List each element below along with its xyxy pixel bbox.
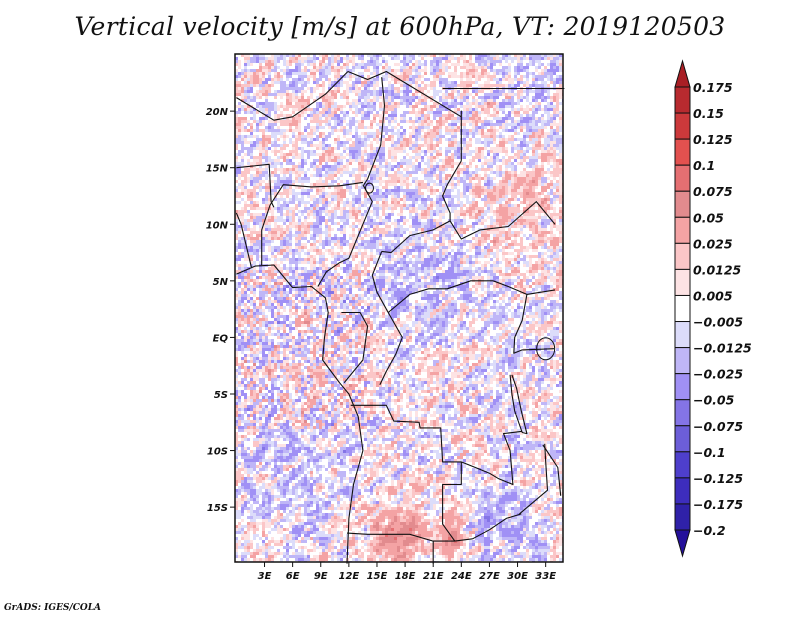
colorbar-swatch xyxy=(674,242,691,270)
drc-zambia-border xyxy=(461,430,523,486)
colorbar-label: −0.005 xyxy=(693,315,743,330)
x-tick-label: 24E xyxy=(451,571,472,582)
y-tick-label: 15N xyxy=(206,164,229,175)
colorbar-swatch xyxy=(674,451,691,479)
y-tick-label: 10N xyxy=(206,220,229,231)
benin-togo-borders xyxy=(235,212,252,268)
grads-credit: GrADS: IGES/COLA xyxy=(4,603,102,613)
x-tick-label: 18E xyxy=(395,571,416,582)
colorbar-label: −0.025 xyxy=(693,367,743,382)
colorbar-swatch xyxy=(674,164,691,192)
x-tick-label: 27E xyxy=(479,571,500,582)
niger-chad-border xyxy=(363,77,386,185)
congo-drc-border xyxy=(379,312,403,386)
colorbar-label: 0.025 xyxy=(693,236,733,251)
colorbar-label: 0.125 xyxy=(693,132,733,147)
colorbar-label: 0.005 xyxy=(693,288,733,303)
zambia-zimbabwe-border xyxy=(472,513,522,540)
car-drc-border xyxy=(387,280,494,313)
nigeria-niger-border xyxy=(269,181,363,206)
y-tick-label: EQ xyxy=(213,333,229,344)
colorbar-label: 0.175 xyxy=(693,80,733,95)
angola-drc-border xyxy=(350,404,462,463)
colorbar-swatch xyxy=(674,190,691,218)
colorbar-swatch xyxy=(674,294,691,323)
lake-tanganyika xyxy=(509,374,528,435)
x-tick-label: 6E xyxy=(286,571,300,582)
colorbar-swatch xyxy=(674,347,691,375)
colorbar-swatch xyxy=(674,321,691,349)
colorbar-label: −0.075 xyxy=(693,419,743,434)
colorbar-label: 0.1 xyxy=(693,158,715,173)
zambia-malawi-border xyxy=(519,443,549,515)
uganda-drc-border xyxy=(513,294,555,354)
colorbar-label: 0.15 xyxy=(693,106,724,121)
gabon-congo-border xyxy=(341,311,369,384)
colorbar-swatch xyxy=(674,425,691,453)
sudan-southsudan-border xyxy=(449,201,556,240)
colorbar-extend-max xyxy=(674,59,691,88)
x-tick-label: 33E xyxy=(535,571,556,582)
y-tick-label: 10S xyxy=(207,447,228,458)
x-tick-label: 15E xyxy=(367,571,388,582)
lake-chad xyxy=(364,182,374,194)
colorbar: 0.175 0.15 0.125 0.1 0.075 0.05 0.025 0.0125 0.0… xyxy=(674,59,752,558)
country-borders xyxy=(235,70,565,564)
colorbar-label: −0.1 xyxy=(693,445,726,460)
colorbar-swatch xyxy=(674,399,691,427)
colorbar-label: −0.05 xyxy=(693,393,735,408)
benin-nigeria-border xyxy=(261,204,271,265)
southsudan-drc-border xyxy=(493,280,556,295)
colorbar-label: −0.0125 xyxy=(693,341,752,356)
colorbar-extend-min xyxy=(674,529,691,558)
y-tick-label: 5N xyxy=(213,277,229,288)
colorbar-label: −0.175 xyxy=(693,497,743,512)
chad-car-border xyxy=(381,220,451,254)
libya-niger-chad-border xyxy=(347,70,462,161)
mali-niger-border xyxy=(236,163,275,208)
colorbar-swatch xyxy=(674,477,691,505)
colorbar-label: 0.0125 xyxy=(693,262,742,277)
colorbar-label: −0.125 xyxy=(693,471,743,486)
y-axis: 20N 15N 10N 5N EQ 5S 10S 15S xyxy=(206,107,235,514)
colorbar-label: −0.2 xyxy=(693,523,726,538)
angola-zambia-border xyxy=(442,461,462,542)
colorbar-swatch xyxy=(674,112,691,140)
x-tick-label: 3E xyxy=(258,571,272,582)
colorbar-swatch xyxy=(674,503,691,531)
y-tick-label: 20N xyxy=(206,107,229,118)
x-tick-label: 21E xyxy=(423,571,444,582)
x-axis: 3E 6E 9E 12E 15E 18E 21E 24E 27E 30E 33E xyxy=(258,562,556,582)
colorbar-label: 0.075 xyxy=(693,184,733,199)
colorbar-swatch xyxy=(674,268,691,296)
y-tick-label: 5S xyxy=(214,390,228,401)
x-tick-label: 9E xyxy=(314,571,328,582)
chart-title: Vertical velocity [m/s] at 600hPa, VT: 2… xyxy=(74,12,726,41)
chad-sudan-border xyxy=(442,160,462,221)
x-tick-label: 30E xyxy=(507,571,528,582)
nigeria-cameroon-border xyxy=(317,184,373,287)
colorbar-swatch xyxy=(674,373,691,401)
algeria-niger-border xyxy=(236,71,349,121)
colorbar-swatch xyxy=(674,216,691,244)
cameroon-car-border xyxy=(371,251,389,313)
colorbar-label: 0.05 xyxy=(693,210,724,225)
x-tick-label: 12E xyxy=(338,571,359,582)
west-africa-coast xyxy=(236,264,364,564)
colorbar-swatch xyxy=(674,138,691,166)
y-tick-label: 15S xyxy=(207,503,228,514)
colorbar-swatch xyxy=(674,86,691,114)
map-panel xyxy=(235,54,565,564)
